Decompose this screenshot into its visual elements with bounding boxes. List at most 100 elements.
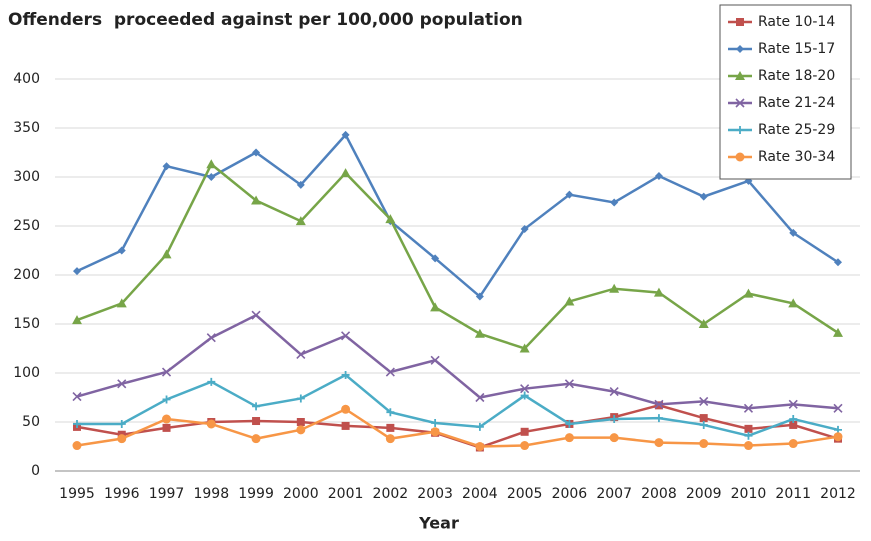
marker <box>73 267 81 276</box>
marker <box>162 423 171 432</box>
legend-box <box>719 4 852 180</box>
series-line <box>76 162 839 350</box>
y-tick-label: 0 <box>31 463 40 479</box>
x-tick-label: 2003 <box>417 486 453 502</box>
marker <box>610 198 619 207</box>
marker <box>207 173 216 181</box>
marker <box>699 192 708 201</box>
chart-title: Offenders proceeded against per 100,000 … <box>8 10 523 30</box>
marker <box>654 172 663 181</box>
marker <box>385 434 395 444</box>
marker <box>654 414 663 423</box>
x-tick-label: 2011 <box>775 486 811 502</box>
marker <box>654 438 664 448</box>
marker <box>72 315 82 325</box>
marker <box>564 433 574 443</box>
x-tick-label: 1997 <box>149 486 185 502</box>
series-line <box>76 313 839 410</box>
marker <box>743 288 754 298</box>
marker <box>654 399 664 409</box>
marker <box>207 377 216 386</box>
marker <box>736 45 744 53</box>
marker <box>161 367 172 377</box>
marker <box>744 431 753 440</box>
marker <box>834 258 842 267</box>
legend-label: Rate 21-24 <box>758 95 835 111</box>
y-tick-label: 300 <box>13 169 40 185</box>
marker <box>788 399 798 409</box>
marker <box>610 415 619 424</box>
x-tick-label: 1995 <box>59 486 95 502</box>
x-tick-label: 1999 <box>238 486 274 502</box>
marker <box>735 98 745 108</box>
marker <box>520 441 530 451</box>
x-tick-label: 1998 <box>193 486 229 502</box>
marker <box>736 126 744 134</box>
marker <box>162 395 171 404</box>
marker <box>565 419 574 428</box>
marker <box>735 152 745 162</box>
marker <box>475 392 485 403</box>
marker <box>162 414 172 424</box>
x-tick-label: 2012 <box>820 486 856 502</box>
marker <box>252 402 261 411</box>
marker <box>431 254 440 263</box>
marker <box>341 331 351 341</box>
marker <box>430 355 440 365</box>
marker <box>430 302 441 312</box>
marker <box>833 403 843 413</box>
marker <box>475 292 484 301</box>
series-line <box>76 132 839 299</box>
marker <box>743 403 754 413</box>
marker <box>430 427 440 437</box>
x-tick-label: 2009 <box>686 486 722 502</box>
y-tick-label: 400 <box>13 71 40 87</box>
legend-label: Rate 15-17 <box>758 41 835 57</box>
marker <box>72 391 82 402</box>
marker <box>386 408 395 417</box>
marker <box>252 148 261 157</box>
marker <box>296 425 306 435</box>
y-tick-label: 200 <box>13 267 40 283</box>
marker <box>296 394 305 403</box>
marker <box>475 422 484 431</box>
y-tick-label: 250 <box>13 218 40 234</box>
marker <box>162 162 171 171</box>
marker <box>565 190 574 199</box>
marker <box>609 433 619 443</box>
x-tick-label: 2005 <box>507 486 543 502</box>
marker <box>609 387 619 397</box>
marker <box>788 439 798 449</box>
series-line <box>76 404 839 449</box>
marker <box>833 432 843 442</box>
marker <box>789 228 798 237</box>
marker <box>206 333 216 343</box>
y-tick-label: 150 <box>13 316 40 332</box>
x-tick-label: 2001 <box>328 486 364 502</box>
legend-label: Rate 10-14 <box>758 14 835 30</box>
marker <box>789 415 798 424</box>
x-tick-label: 2002 <box>373 486 409 502</box>
marker <box>251 434 261 444</box>
marker <box>386 423 395 432</box>
series-line <box>77 373 839 438</box>
marker <box>520 427 529 436</box>
marker <box>743 441 753 451</box>
y-tick-label: 350 <box>13 120 40 136</box>
marker <box>431 418 440 427</box>
marker <box>117 246 126 255</box>
marker <box>341 421 350 430</box>
y-tick-label: 50 <box>22 414 40 430</box>
marker <box>520 224 529 233</box>
marker <box>833 327 843 337</box>
marker <box>117 434 127 444</box>
marker <box>788 298 799 308</box>
x-tick-label: 2010 <box>731 486 767 502</box>
x-tick-label: 2006 <box>552 486 588 502</box>
x-tick-label: 2007 <box>596 486 632 502</box>
marker <box>341 404 351 414</box>
x-tick-label: 2008 <box>641 486 677 502</box>
marker <box>385 214 396 224</box>
legend-label: Rate 18-20 <box>758 68 835 84</box>
